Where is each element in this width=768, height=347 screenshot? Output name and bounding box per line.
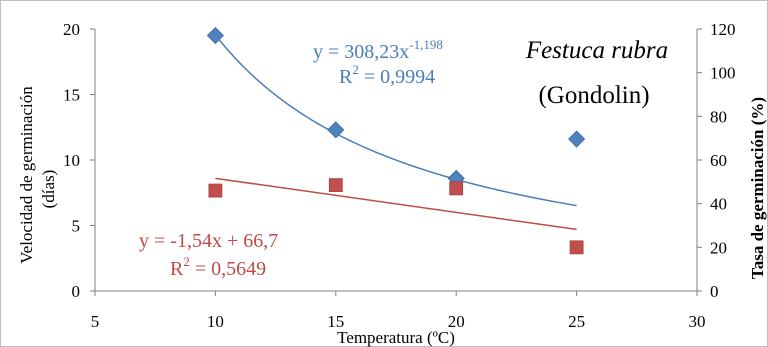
square-point-0 xyxy=(208,183,223,198)
power-r2: R2 = 0,9994 xyxy=(339,62,435,88)
data-points xyxy=(206,26,586,255)
right-y-tick-label-1: 20 xyxy=(710,238,727,257)
tick-marks xyxy=(90,28,702,296)
power-equation-text: y = 308,23x xyxy=(313,41,409,63)
x-tick-label-0: 5 xyxy=(91,312,100,331)
x-tick-label-5: 30 xyxy=(689,312,706,331)
square-point-2 xyxy=(449,181,464,196)
power-r2-value: = 0,9994 xyxy=(359,66,435,88)
power-equation: y = 308,23x-1,198 xyxy=(313,37,443,63)
trendlines xyxy=(214,34,577,231)
right-y-tick-label-2: 40 xyxy=(710,195,727,214)
square-point-1 xyxy=(328,178,343,193)
cultivar-name: (Gondolin) xyxy=(538,82,649,109)
x-tick-label-3: 20 xyxy=(448,312,465,331)
diamond-point-0 xyxy=(206,26,224,45)
linear-equation: y = -1,54x + 66,7 xyxy=(139,230,278,252)
square-point-3 xyxy=(569,240,584,255)
x-tick-label-4: 25 xyxy=(568,312,585,331)
species-name: Festuca rubra xyxy=(525,37,668,64)
linear-trendline xyxy=(215,177,577,231)
diamond-point-1 xyxy=(327,121,345,139)
right-y-tick-label-3: 60 xyxy=(710,151,727,170)
power-equation-exponent: -1,198 xyxy=(409,37,443,52)
left-y-axis-title-line1: Velocidad de germinación xyxy=(17,86,36,264)
diamond-point-3 xyxy=(568,130,586,148)
x-tick-label-1: 10 xyxy=(207,312,224,331)
power-trendline xyxy=(214,34,577,207)
right-y-tick-label-4: 80 xyxy=(710,107,727,126)
right-y-tick-label-5: 100 xyxy=(710,64,736,83)
linear-r2-value: = 0,5649 xyxy=(190,258,266,280)
left-y-tick-label-1: 5 xyxy=(72,217,81,236)
right-y-tick-label-0: 0 xyxy=(710,282,719,301)
left-y-axis-title-line2: (días) xyxy=(39,170,58,209)
left-y-tick-label-4: 20 xyxy=(63,20,80,39)
x-axis-title: Temperatura (ºC) xyxy=(337,328,455,347)
left-y-tick-label-0: 0 xyxy=(72,282,81,301)
linear-r2: R2 = 0,5649 xyxy=(170,254,266,280)
linear-r2-label: R xyxy=(170,258,184,280)
left-y-tick-label-2: 10 xyxy=(63,151,80,170)
power-r2-superscript: 2 xyxy=(352,62,359,77)
power-r2-label: R xyxy=(339,66,353,88)
linear-r2-superscript: 2 xyxy=(183,254,190,269)
right-y-tick-label-6: 120 xyxy=(710,20,736,39)
left-y-tick-label-3: 15 xyxy=(63,86,80,105)
x-tick-label-2: 15 xyxy=(327,312,344,331)
right-y-axis-title: Tasa de germinación (%) xyxy=(748,97,767,279)
